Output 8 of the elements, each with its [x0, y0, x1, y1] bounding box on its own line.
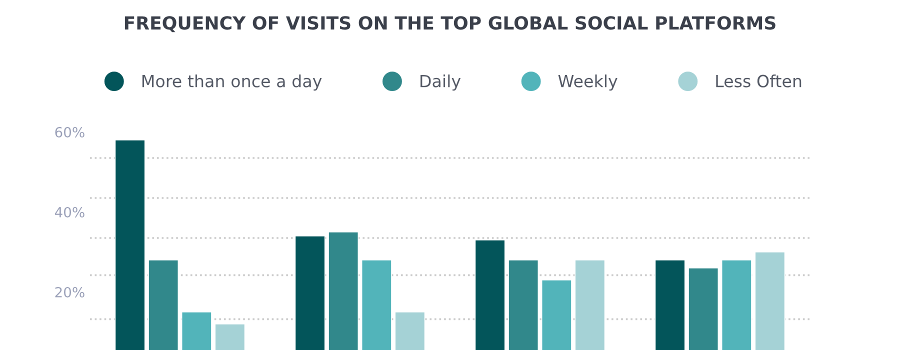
legend-label: More than once a day	[142, 74, 322, 91]
legend-label: Weekly	[558, 74, 618, 91]
y-tick-label: 60%	[55, 126, 84, 138]
legend-label: Daily	[420, 74, 461, 91]
y-tick-label: 40%	[54, 206, 84, 218]
legend-label: Less Often	[716, 74, 802, 88]
y-tick-label: 20%	[55, 286, 84, 298]
chart-title: FREQUENCY OF VISITS ON THE TOP GLOBAL SOCIAL PLATFORMS	[124, 16, 776, 32]
